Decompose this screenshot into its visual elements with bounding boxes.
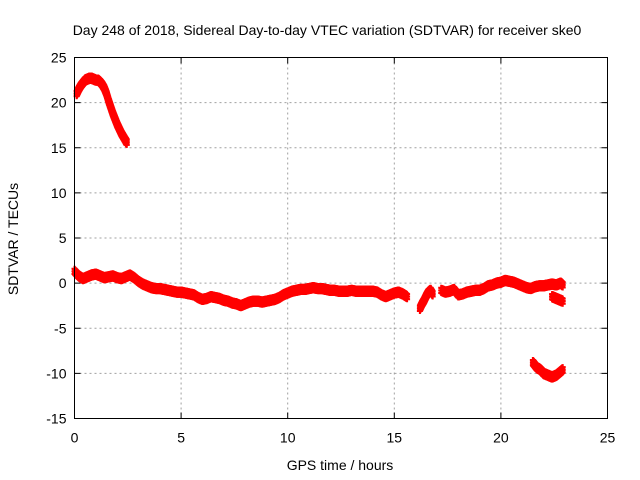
grid-layer [74,57,608,419]
plot-frame [74,57,608,419]
chart-title: Day 248 of 2018, Sidereal Day-to-day VTE… [73,22,582,38]
x-tick-label: 15 [387,430,403,446]
x-tick-label: 0 [71,430,79,446]
y-tick-label: 25 [51,50,67,66]
data-point [559,284,566,291]
x-tick-label: 25 [600,430,616,446]
tick-layer: 0 5 10 15 20 25 -15 -10 -5 0 5 10 15 20 25 [46,50,615,446]
y-tick-label: -15 [46,411,66,427]
data-layer [71,72,566,383]
series-points [438,274,566,301]
data-point [404,296,411,303]
x-tick-label: 10 [280,430,296,446]
series-points [416,284,436,314]
x-tick-label: 20 [493,430,509,446]
series-points [549,291,566,307]
data-point [429,293,436,300]
data-point [559,369,566,376]
series-points [71,265,411,312]
series-points [529,356,566,383]
y-tick-label: -5 [54,320,67,336]
y-tick-label: 5 [59,230,67,246]
x-axis-label: GPS time / hours [287,457,394,473]
series-points [73,72,130,148]
y-tick-label: 15 [51,140,67,156]
y-tick-label: -10 [46,365,66,381]
y-tick-label: 10 [51,185,67,201]
data-point [123,141,130,148]
y-axis-label: SDTVAR / TECUs [5,183,21,295]
y-tick-label: 20 [51,95,67,111]
data-point [559,300,566,307]
y-tick-label: 0 [59,275,67,291]
x-tick-label: 5 [177,430,185,446]
